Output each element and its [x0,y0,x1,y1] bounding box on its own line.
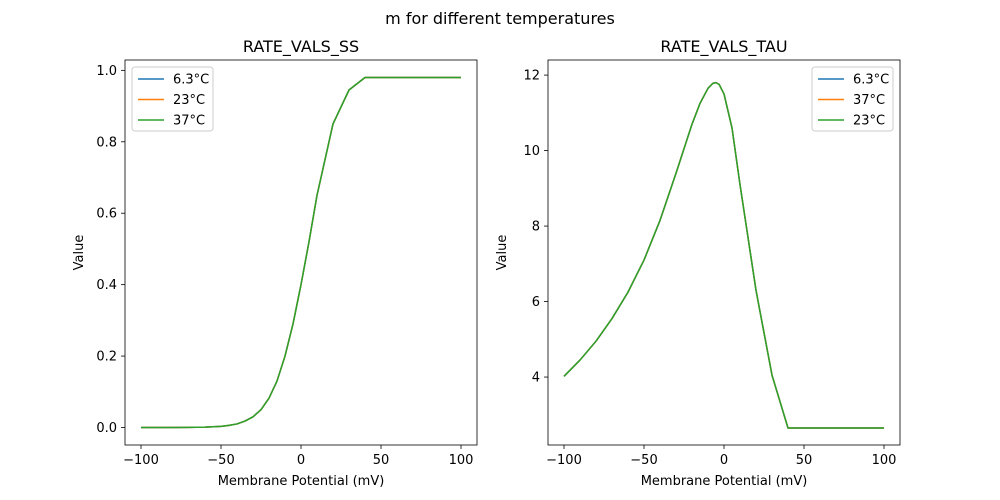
legend-entry: 23°C [173,93,205,108]
series-line [141,76,461,429]
series-line [563,81,884,429]
y-tick-label: 8 [532,220,540,235]
x-tick-label: −100 [123,453,159,468]
x-tick-label: 0 [297,453,305,468]
legend-box [131,66,214,132]
y-axis-label: Value [72,235,87,271]
y-tick-label: 10 [523,144,540,159]
series-line [563,81,884,429]
x-tick-label: 50 [796,453,813,468]
x-axis-label: Membrane Potential (mV) [218,474,385,489]
y-axis-label: Value [495,235,510,271]
y-tick-label: 1.0 [96,64,117,79]
figure-title: m for different temperatures [385,9,615,28]
y-tick-label: 6 [532,295,540,310]
x-tick-label: −50 [207,453,234,468]
axes-title: RATE_VALS_SS [243,37,359,57]
y-tick-label: 0.8 [96,135,117,150]
legend-entry: 6.3°C [173,73,209,88]
legend-entry: 23°C [853,114,885,129]
legend-entry: 37°C [173,114,205,129]
series-lines [563,81,884,429]
y-tick-label: 0.0 [96,421,117,436]
y-tick-label: 0.6 [96,207,117,222]
legend: 6.3°C 37°C 23°C [811,66,894,132]
legend-entry: 6.3°C [853,73,889,88]
x-axis-label: Membrane Potential (mV) [641,474,808,489]
x-tick-label: 100 [449,453,474,468]
x-tick-label: −100 [546,453,582,468]
series-line [563,81,884,429]
y-tick-label: 12 [523,69,540,84]
x-tick-label: 100 [872,453,897,468]
y-tick-label: 4 [532,371,540,386]
axes-2: RATE_VALS_TAU −100 −50 0 50 100 4 6 8 10 12 Membran… [495,37,901,489]
y-tick-label: 0.4 [96,278,117,293]
y-tick-label: 0.2 [96,350,117,365]
x-tick-label: −50 [630,453,657,468]
x-tick-label: 0 [720,453,728,468]
series-lines [141,76,461,429]
x-tick-label: 50 [373,453,390,468]
axes-1: RATE_VALS_SS −100 −50 0 50 100 0.0 0.2 0.4 0.6 0.8… [72,37,478,489]
legend-box [811,66,894,132]
axes-container: RATE_VALS_SS−100 −50 0 50 1000.00.20.40.60.8… [72,37,901,489]
legend-entry: 37°C [853,93,885,108]
legend: 6.3°C 23°C 37°C [131,66,214,132]
axes-title: RATE_VALS_TAU [660,37,787,57]
